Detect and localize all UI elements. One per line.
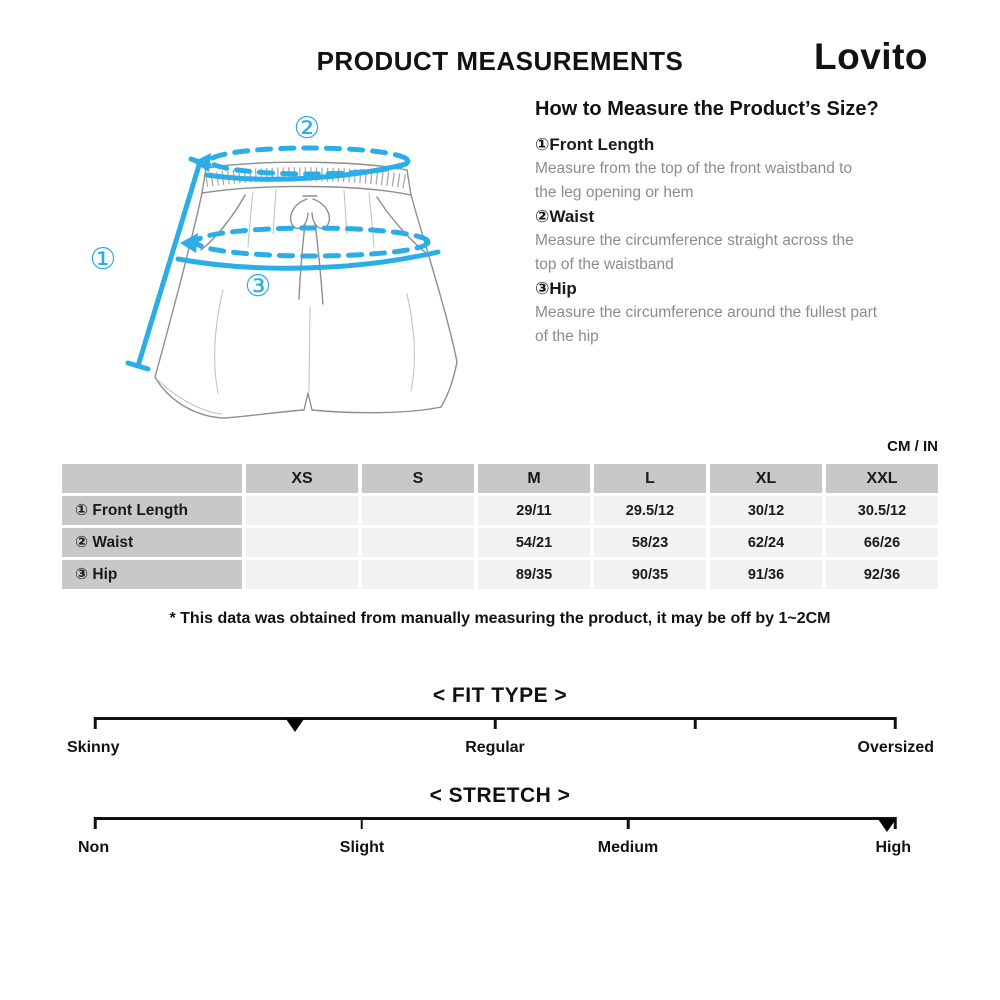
scale-tick [493, 717, 497, 729]
diagram-badge-3: ③ [245, 269, 272, 304]
table-cell [246, 528, 358, 557]
shorts-sketch [154, 161, 458, 419]
fit-label-regular: Regular [465, 739, 525, 756]
table-cell: 66/26 [826, 528, 938, 557]
measure-item-description: Measure the circumference straight acros… [535, 232, 854, 273]
measure-item-label: ①Front Length [535, 132, 945, 157]
scale-tick [93, 817, 97, 829]
scale-tick [627, 817, 630, 829]
stretch-label-non: Non [78, 839, 110, 856]
table-header-xxl: XXL [826, 464, 938, 493]
table-row-label-hip: ③ Hip [62, 560, 242, 589]
measure-item-front-length: ①Front Length Measure from the top of th… [535, 132, 945, 204]
table-cell [362, 528, 474, 557]
stretch-label-high: High [875, 839, 911, 856]
table-header-xl: XL [710, 464, 822, 493]
measure-item-title: Hip [549, 279, 577, 298]
stretch-label-slight: Slight [339, 839, 385, 856]
table-cell: 29.5/12 [594, 496, 706, 525]
stretch-label-medium: Medium [597, 839, 659, 856]
table-cell [246, 496, 358, 525]
table-header-xs: XS [246, 464, 358, 493]
left-pocket-line [200, 194, 246, 251]
circled-number: ③ [535, 279, 550, 298]
stretch-scale [93, 817, 897, 832]
table-row-label-waist: ② Waist [62, 528, 242, 557]
scale-tick [93, 717, 97, 729]
measure-item-description: Measure the circumference around the ful… [535, 304, 878, 345]
brand-logo: Lovito [814, 36, 928, 77]
table-cell [362, 496, 474, 525]
table-cell: 91/36 [710, 560, 822, 589]
measure-item-hip: ③Hip Measure the circumference around th… [535, 276, 945, 348]
table-cell: 58/23 [594, 528, 706, 557]
table-cell: 90/35 [594, 560, 706, 589]
size-table: XS S M L XL XXL ① Front Length 29/11 29.… [62, 464, 938, 589]
table-cell: 30/12 [710, 496, 822, 525]
circled-number: ① [535, 135, 550, 154]
measure-item-label: ③Hip [535, 276, 945, 301]
page-title: PRODUCT MEASUREMENTS [316, 46, 684, 76]
right-pocket-line [376, 196, 427, 254]
waist-arrowhead [193, 153, 211, 172]
fit-label-oversized: Oversized [857, 739, 934, 756]
shorts-measurement-diagram: ① ② ③ [90, 111, 458, 419]
table-cell [246, 560, 358, 589]
how-to-heading: How to Measure the Product’s Size? [535, 98, 879, 120]
hip-measure-ellipse [175, 225, 441, 271]
table-cell: 30.5/12 [826, 496, 938, 525]
measure-item-description: Measure from the top of the front waistb… [535, 160, 853, 201]
table-cell: 89/35 [478, 560, 590, 589]
table-header-s: S [362, 464, 474, 493]
measure-item-waist: ②Waist Measure the circumference straigh… [535, 204, 945, 276]
table-row-label-front-length: ① Front Length [62, 496, 242, 525]
scale-tick [693, 717, 697, 729]
measurement-disclaimer: * This data was obtained from manually m… [169, 610, 831, 627]
table-cell: 92/36 [826, 560, 938, 589]
diagram-badge-2: ② [294, 111, 321, 146]
measure-item-label: ②Waist [535, 204, 945, 229]
drawstring-bow [289, 195, 331, 305]
measurement-annotations [125, 145, 441, 372]
scale-tick [360, 817, 363, 829]
stretch-marker [878, 819, 896, 832]
units-label: CM / IN [887, 438, 938, 455]
table-cell: 62/24 [710, 528, 822, 557]
table-header-cell [62, 464, 242, 493]
scale-tick [893, 717, 897, 729]
stretch-heading: < STRETCH > [429, 784, 571, 807]
fit-type-marker [286, 719, 304, 732]
table-cell: 54/21 [478, 528, 590, 557]
diagram-badge-1: ① [90, 242, 117, 277]
table-header-m: M [478, 464, 590, 493]
waist-measure-ellipse [193, 145, 411, 182]
table-cell: 29/11 [478, 496, 590, 525]
hip-arrowhead [180, 233, 198, 253]
circled-number: ② [535, 207, 550, 226]
measure-item-title: Waist [549, 207, 595, 226]
fit-label-skinny: Skinny [67, 739, 120, 756]
diagram-number-badges: ① ② ③ [90, 111, 321, 304]
table-cell [362, 560, 474, 589]
shorts-sketch-folds [158, 189, 416, 415]
measure-item-title: Front Length [549, 135, 655, 154]
fit-type-scale [93, 717, 897, 732]
how-to-measure-section: How to Measure the Product’s Size? ①Fron… [535, 98, 945, 348]
fit-type-heading: < FIT TYPE > [432, 684, 568, 707]
table-header-l: L [594, 464, 706, 493]
